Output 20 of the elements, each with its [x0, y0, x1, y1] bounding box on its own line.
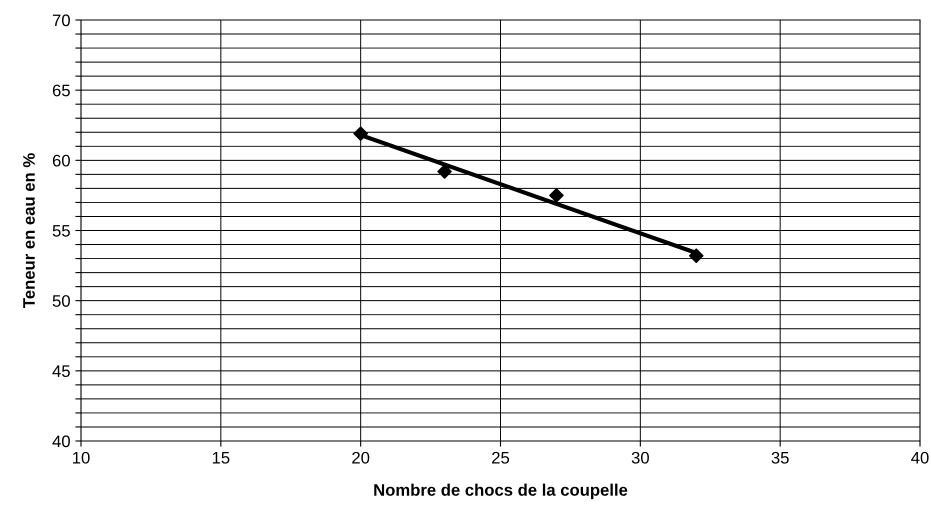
y-tick-label: 40: [52, 435, 70, 448]
x-tick-label: 35: [772, 452, 789, 464]
y-tick-label: 55: [52, 225, 70, 237]
y-tick-label: 70: [52, 14, 70, 26]
x-axis-title: Nombre de chocs de la coupelle: [374, 484, 628, 500]
point: [549, 188, 564, 203]
x-tick-label: 20: [352, 452, 370, 464]
y-tick-label: 45: [52, 365, 70, 378]
x-tick-label: 10: [73, 452, 90, 464]
y-tick-label: 65: [52, 84, 70, 96]
x-tick-label: 30: [632, 452, 649, 464]
y-tick-label: 50: [52, 295, 70, 307]
x-tick-label: 40: [911, 452, 929, 464]
point: [353, 126, 368, 141]
point: [688, 248, 704, 264]
x-tick-label: 25: [492, 452, 510, 464]
y-axis-title: Teneur en eau en %: [23, 153, 35, 308]
x-tick-label: 15: [212, 452, 230, 464]
y-tick-label: 60: [52, 154, 70, 167]
point: [437, 164, 452, 179]
